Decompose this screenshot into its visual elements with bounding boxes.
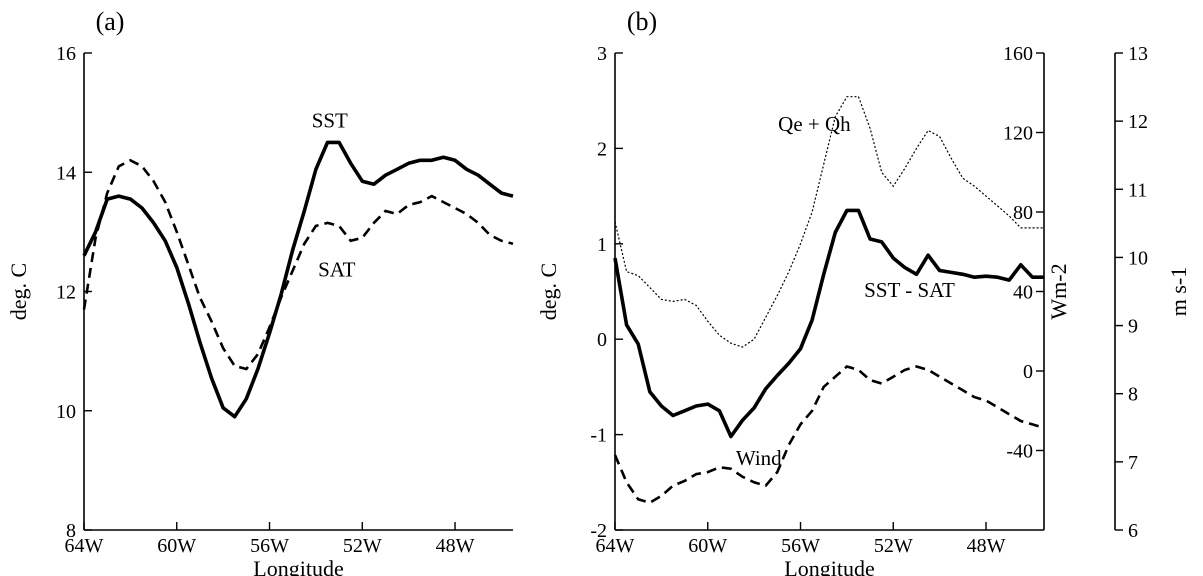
panel-b-y2-tick-label: 160 [1003, 43, 1033, 65]
panel-b-y3-tick-label: 13 [1128, 43, 1148, 65]
panel-b-x-tick-label: 64W [596, 535, 635, 557]
panel-b-label: (b) [627, 7, 657, 36]
panel-a-x-tick-label: 64W [65, 535, 104, 557]
panel-b-y-tick-label: -1 [590, 425, 607, 447]
panel-b-y3-tick-label: 11 [1128, 179, 1147, 201]
series-sst-line [82, 140, 514, 419]
panel-b-y2-tick-label: -40 [1006, 441, 1033, 463]
panel-a-y-tick-label: 12 [56, 282, 76, 304]
panel-b-y-tick-label: 0 [597, 329, 607, 351]
panel-a-x-axis-label: Longitude [253, 556, 343, 576]
panel-b-y2-tick-label: 40 [1013, 282, 1033, 304]
panel-b-y2-axis-label: Wm-2 [1046, 263, 1071, 319]
panel-b-y3-tick-label: 9 [1128, 316, 1138, 338]
panel-a-x-tick-label: 52W [343, 535, 382, 557]
panel-a-y-axis-label: deg. C [6, 263, 31, 320]
panel-a-x-tick-label: 60W [157, 535, 196, 557]
annotation-qe-qh: Qe + Qh [778, 112, 851, 136]
panel-b-x-tick-label: 56W [781, 535, 820, 557]
panel-b-y2-tick-label: 80 [1013, 202, 1033, 224]
annotation-sst-sat: SST - SAT [864, 278, 955, 302]
series-wind-line [613, 365, 1045, 505]
panel-a-y-tick-label: 14 [56, 162, 76, 184]
panel-b-y3-tick-label: 8 [1128, 384, 1138, 406]
panel-b-y-tick-label: 2 [597, 138, 607, 160]
panel-b-x-axis-label: Longitude [784, 556, 874, 576]
panel-b-y3-tick-label: 10 [1128, 247, 1148, 269]
panel-b-y3-tick-label: 12 [1128, 111, 1148, 133]
panel-b-y2-tick-label: 120 [1003, 123, 1033, 145]
panel-b-y-tick-label: 1 [597, 234, 607, 256]
panel-a-x-tick-label: 56W [250, 535, 289, 557]
panel-a-y-tick-label: 8 [66, 520, 76, 542]
panel-b-y2-tick-label: 0 [1023, 361, 1033, 383]
panel-b-x-tick-label: 60W [688, 535, 727, 557]
panel-b-y3-tick-label: 7 [1128, 452, 1138, 474]
panel-b-x-tick-label: 48W [967, 535, 1006, 557]
series-sst-sat-line [613, 208, 1044, 439]
annotation-wind: Wind [736, 446, 782, 470]
panel-b-y-tick-label: -2 [590, 520, 607, 542]
panel-b-y3-tick-label: 6 [1128, 520, 1138, 542]
annotation-sat: SAT [318, 258, 356, 282]
panel-a-x-tick-label: 48W [436, 535, 475, 557]
panel-b-x-tick-label: 52W [874, 535, 913, 557]
panel-b-y-tick-label: 3 [597, 43, 607, 65]
panel-a: 64W 60W 56W 52W 48W 8 10 12 14 16 Longitude deg. C (… [6, 7, 514, 576]
panel-a-y-tick-label: 10 [56, 401, 76, 423]
series-qe-qh-line [614, 96, 1044, 348]
series-sat-line [82, 158, 514, 371]
panel-a-y-tick-label: 16 [56, 43, 76, 65]
panel-a-label: (a) [96, 7, 125, 36]
panel-b-y-axis-label: deg. C [536, 263, 561, 320]
panel-b-y3-axis-label: m s-1 [1166, 267, 1191, 317]
annotation-sst: SST [312, 109, 348, 133]
